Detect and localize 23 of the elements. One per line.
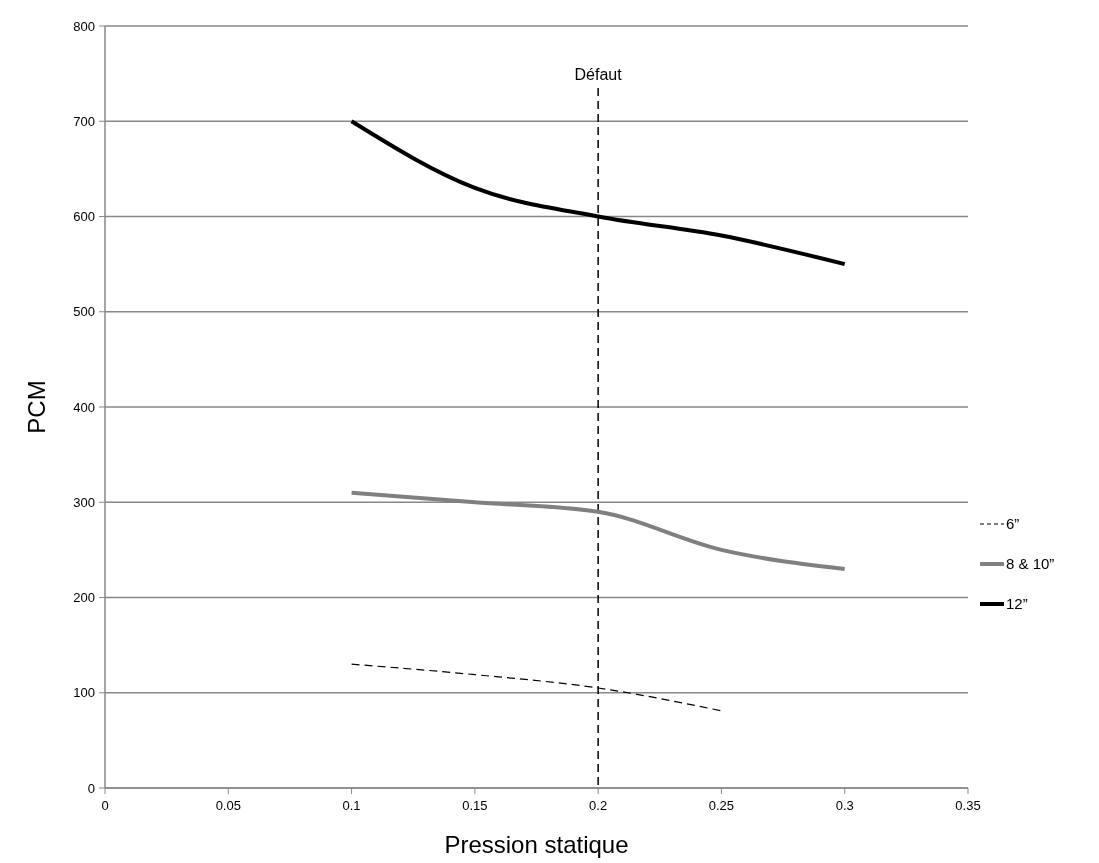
y-axis-title: PCM: [23, 380, 50, 434]
legend-label: 8 & 10”: [1006, 555, 1055, 573]
y-tick-label: 600: [73, 209, 95, 225]
x-tick-label: 0.1: [342, 798, 361, 813]
x-tick-label: 0.3: [835, 798, 854, 813]
x-tick-label: 0.15: [462, 798, 488, 813]
y-tick-label: 700: [73, 113, 95, 129]
x-tick-label: 0.25: [708, 798, 735, 813]
legend-label: 12”: [1006, 595, 1028, 613]
y-tick-label: 500: [73, 304, 95, 320]
x-tick-label: 0.05: [215, 798, 241, 813]
y-tick-label: 100: [73, 685, 95, 701]
y-tick-label: 300: [73, 494, 95, 510]
ref-line-label: Défaut: [574, 66, 623, 83]
y-tick-label: 400: [73, 399, 95, 415]
x-axis-title: Pression statique: [444, 831, 629, 858]
x-tick-label: 0.35: [955, 798, 981, 813]
x-tick-label: 0.2: [589, 798, 608, 813]
legend-label: 6”: [1006, 515, 1020, 533]
y-tick-label: 0: [87, 780, 95, 796]
y-tick-label: 200: [73, 590, 95, 606]
x-tick-label: 0: [101, 798, 109, 813]
y-tick-label: 800: [73, 18, 95, 34]
